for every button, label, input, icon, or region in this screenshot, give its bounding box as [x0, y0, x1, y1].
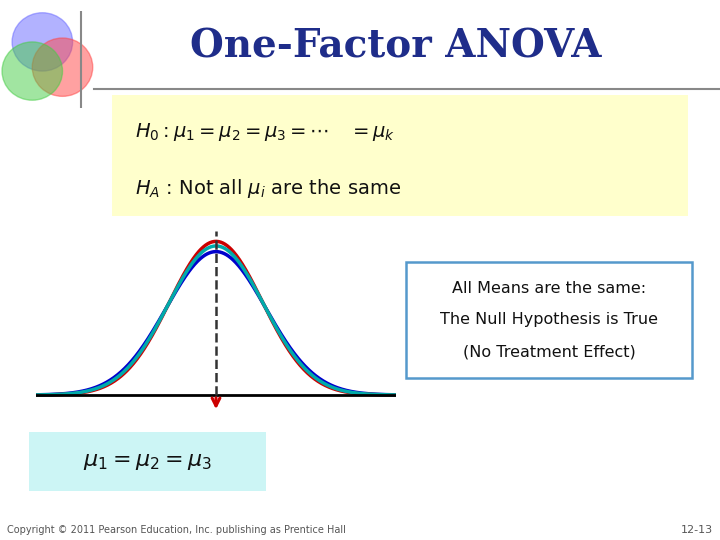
Circle shape	[12, 13, 73, 71]
Circle shape	[2, 42, 63, 100]
Text: $\mu_1 = \mu_2 = \mu_3$: $\mu_1 = \mu_2 = \mu_3$	[83, 451, 212, 472]
Circle shape	[32, 38, 93, 96]
Text: 12-13: 12-13	[680, 524, 713, 535]
Text: $H_0 : \mu_1 = \mu_2 = \mu_3 = \cdots \quad = \mu_k$: $H_0 : \mu_1 = \mu_2 = \mu_3 = \cdots \q…	[135, 122, 395, 143]
Text: All Means are the same:: All Means are the same:	[452, 281, 646, 296]
Text: The Null Hypothesis is True: The Null Hypothesis is True	[440, 313, 658, 327]
Text: (No Treatment Effect): (No Treatment Effect)	[463, 344, 635, 359]
Text: $H_A$ : Not all $\mu_i$ are the same: $H_A$ : Not all $\mu_i$ are the same	[135, 177, 401, 200]
Text: Copyright © 2011 Pearson Education, Inc. publishing as Prentice Hall: Copyright © 2011 Pearson Education, Inc.…	[7, 524, 346, 535]
Text: One-Factor ANOVA: One-Factor ANOVA	[190, 27, 602, 65]
